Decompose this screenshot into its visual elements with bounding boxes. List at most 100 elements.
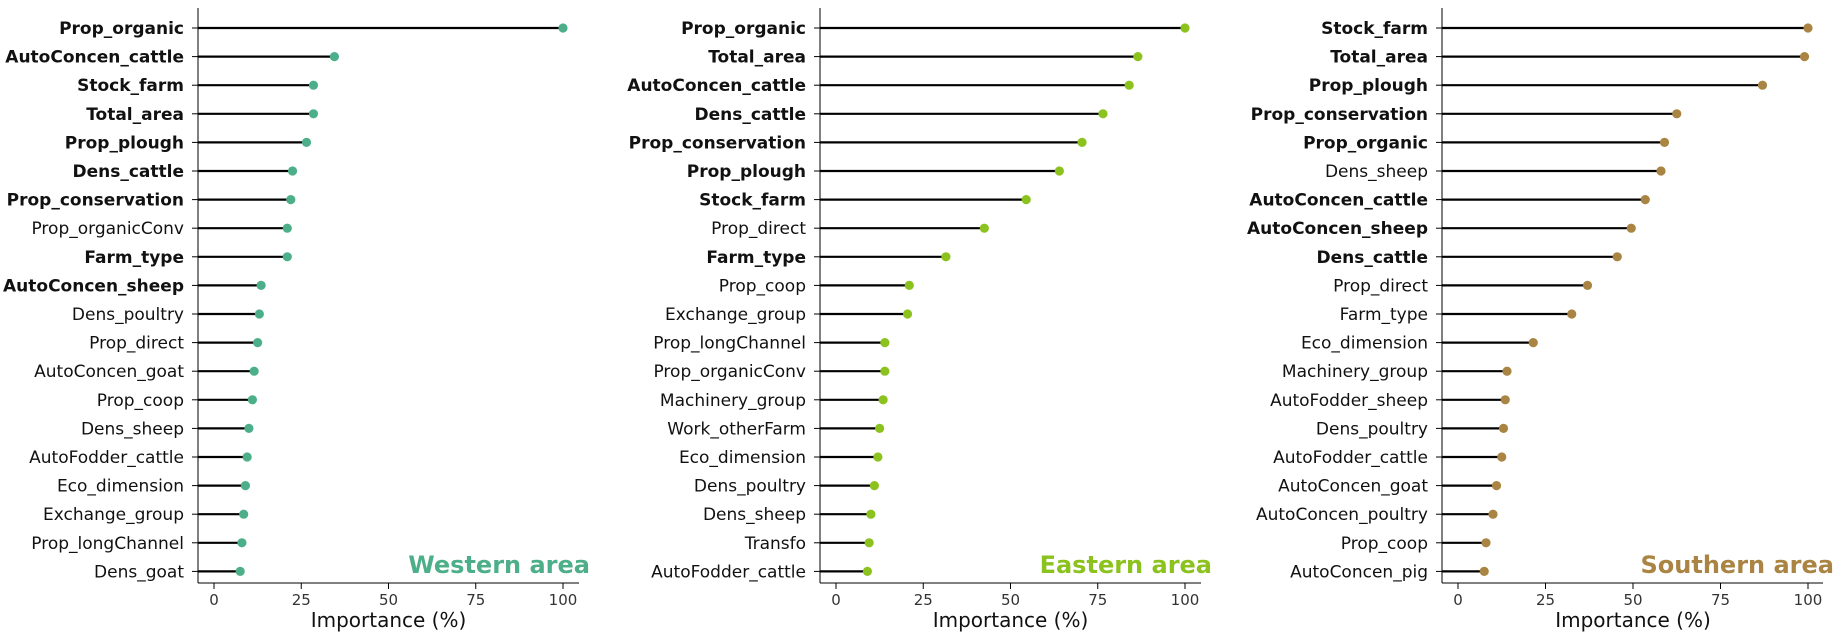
lollipop-point: [237, 538, 247, 548]
lollipop-point: [1180, 23, 1190, 33]
y-tick-label: Prop_organic: [1303, 133, 1428, 153]
x-tick-label: 50: [1001, 591, 1020, 609]
y-tick-label: Dens_poultry: [694, 477, 806, 497]
y-tick-label: Work_otherFarm: [667, 419, 806, 439]
y-tick-label: AutoConcen_pig: [1290, 562, 1428, 582]
x-tick-label: 25: [1536, 591, 1555, 609]
x-tick-label: 100: [1171, 591, 1200, 609]
lollipop-point: [1021, 195, 1031, 205]
lollipop-point: [1124, 80, 1134, 90]
y-tick-label: Eco_dimension: [57, 477, 184, 497]
lollipop-point: [254, 309, 264, 319]
y-tick-label: Transfo: [744, 534, 806, 554]
lollipop-point: [1582, 280, 1593, 290]
y-tick-label: Farm_type: [1340, 305, 1428, 325]
x-tick-label: 25: [292, 591, 311, 609]
x-tick-label: 75: [1088, 591, 1107, 609]
lollipop-point: [1502, 366, 1512, 376]
y-tick-label: Prop_coop: [1341, 534, 1428, 554]
lollipop-point: [240, 481, 251, 491]
lollipop-point: [1656, 166, 1666, 176]
lollipop-point: [979, 223, 989, 233]
lollipop-point: [869, 481, 879, 491]
lollipop-point: [1133, 52, 1143, 62]
lollipop-point: [878, 395, 888, 405]
y-tick-label: AutoConcen_sheep: [1247, 219, 1428, 239]
y-tick-label: AutoConcen_goat: [34, 362, 184, 382]
lollipop-point: [1612, 252, 1622, 262]
lollipop-point: [1672, 109, 1682, 119]
y-tick-label: Prop_plough: [1309, 76, 1428, 96]
lollipop-point: [282, 252, 292, 262]
lollipop-point: [864, 538, 874, 548]
y-tick-label: AutoFodder_cattle: [651, 562, 806, 582]
lollipop-point: [249, 366, 259, 376]
x-tick-label: 0: [209, 591, 219, 609]
lollipop-point: [875, 423, 885, 433]
y-tick-label: Machinery_group: [660, 391, 806, 411]
y-tick-label: Prop_organicConv: [31, 219, 184, 239]
y-tick-label: Prop_conservation: [629, 133, 806, 153]
x-tick-label: 75: [466, 591, 485, 609]
y-tick-label: AutoConcen_poultry: [1256, 505, 1428, 525]
lollipop-point: [873, 452, 883, 462]
lollipop-point: [1626, 223, 1636, 233]
y-tick-label: Dens_sheep: [703, 505, 806, 525]
y-tick-label: Prop_organicConv: [653, 362, 806, 382]
lollipop-point: [329, 52, 340, 62]
y-tick-label: Prop_plough: [687, 162, 806, 182]
lollipop-point: [287, 166, 298, 176]
x-tick-label: 100: [1794, 591, 1823, 609]
lollipop-point: [1479, 566, 1489, 577]
lollipop-point: [1757, 80, 1768, 90]
y-tick-label: Prop_longChannel: [653, 334, 806, 354]
x-axis-label: Importance (%): [311, 608, 467, 632]
lollipop-point: [902, 309, 913, 319]
lollipop-point: [904, 280, 914, 290]
lollipop-point: [282, 223, 292, 233]
y-tick-label: Eco_dimension: [679, 448, 806, 468]
lollipop-point: [242, 452, 252, 462]
lollipop-point: [1528, 338, 1538, 348]
x-tick-label: 100: [549, 591, 578, 609]
y-tick-label: Stock_farm: [77, 76, 184, 96]
y-tick-label: Prop_coop: [719, 276, 806, 296]
y-tick-label: AutoFodder_cattle: [29, 448, 184, 468]
lollipop-point: [1640, 195, 1650, 205]
lollipop-point: [286, 195, 296, 205]
lollipop-point: [558, 23, 568, 33]
y-tick-label: AutoConcen_goat: [1278, 477, 1428, 497]
y-tick-label: Exchange_group: [665, 305, 806, 325]
lollipop-point: [244, 423, 254, 433]
y-tick-label: AutoFodder_cattle: [1273, 448, 1428, 468]
lollipop-point: [1500, 395, 1510, 405]
x-tick-label: 0: [831, 591, 841, 609]
lollipop-point: [1077, 137, 1087, 147]
y-tick-label: Prop_direct: [89, 334, 184, 354]
lollipop-point: [1498, 423, 1509, 433]
lollipop-point: [1491, 481, 1502, 491]
lollipop-point: [247, 395, 257, 405]
y-tick-label: AutoConcen_cattle: [1249, 191, 1428, 211]
x-axis-label: Importance (%): [1555, 608, 1711, 632]
lollipop-point: [239, 509, 249, 519]
lollipop-point: [1488, 509, 1498, 519]
lollipop-point: [941, 252, 951, 262]
x-tick-label: 50: [1623, 591, 1642, 609]
y-tick-label: Dens_sheep: [81, 419, 184, 439]
y-tick-label: Eco_dimension: [1301, 334, 1428, 354]
lollipop-point: [1659, 137, 1670, 147]
lollipop-point: [301, 137, 312, 147]
y-tick-label: Prop_plough: [65, 133, 184, 153]
y-tick-label: AutoFodder_sheep: [1270, 391, 1428, 411]
lollipop-point: [1567, 309, 1577, 319]
panel-title: Southern area: [1641, 551, 1834, 579]
lollipop-point: [1481, 538, 1491, 548]
y-tick-label: Farm_type: [84, 248, 184, 268]
y-tick-label: Prop_conservation: [1251, 105, 1428, 125]
y-tick-label: Prop_organic: [59, 19, 184, 39]
lollipop-point: [866, 509, 876, 519]
y-tick-label: Total_area: [86, 105, 184, 125]
lollipop-point: [1799, 52, 1810, 62]
